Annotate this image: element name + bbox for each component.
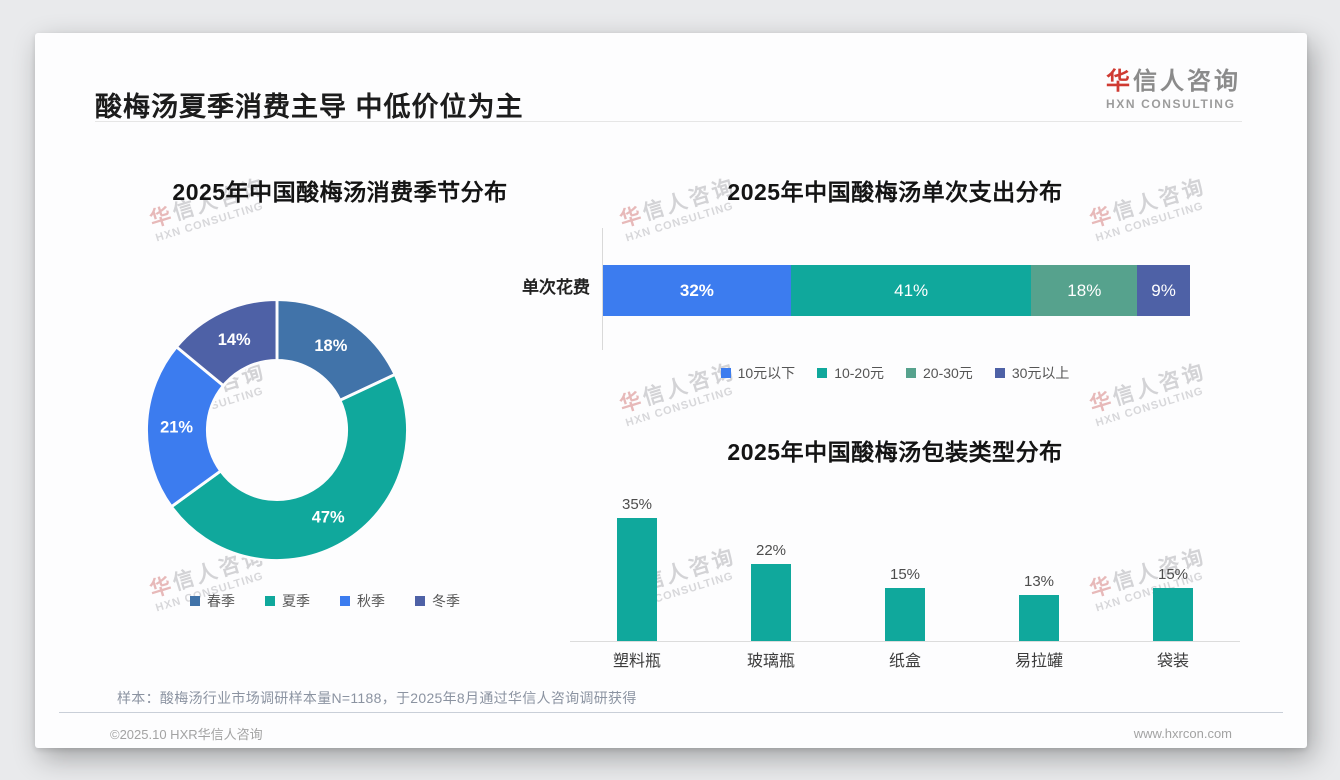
spend-chart-title: 2025年中国酸梅汤单次支出分布 (727, 179, 1063, 205)
donut-segment-label: 14% (218, 331, 251, 349)
stacked-segment-10元以下: 32% (603, 265, 791, 316)
spend-axis-line (602, 228, 603, 350)
legend-swatch (994, 368, 1005, 378)
bar-column: 35% (570, 496, 704, 641)
bar-塑料瓶 (617, 518, 657, 641)
bar-category-label: 易拉罐 (1014, 653, 1063, 670)
footer: ©2025.10 HXR华信人咨询 www.hxrcon.com (110, 724, 1232, 743)
legend-item: 30元以上 (994, 363, 1070, 383)
logo-en: HXN CONSULTING (1106, 97, 1236, 111)
legend-swatch (415, 596, 425, 606)
legend-item: 春季 (190, 591, 235, 611)
bar-column: 15% (1106, 566, 1240, 641)
spend-legend: 10元以下 10-20元 20-30元 30元以上 (555, 363, 1235, 383)
stacked-segment-20-30元: 18% (1031, 265, 1138, 316)
bar-column: 15% (838, 566, 972, 641)
header-divider (95, 121, 1242, 122)
legend-swatch (190, 596, 200, 606)
bar-易拉罐 (1019, 595, 1059, 641)
donut-segment-秋季 (145, 344, 226, 509)
bar-category-label: 袋装 (1156, 653, 1189, 670)
bar-category-label: 塑料瓶 (612, 653, 661, 670)
season-legend: 春季 夏季 秋季 冬季 (90, 591, 560, 611)
legend-label: 10-20元 (834, 365, 884, 381)
legend-label: 冬季 (432, 593, 460, 609)
bar-玻璃瓶 (751, 564, 791, 641)
spend-stacked-bar: 32% 41% 18% 9% (603, 265, 1190, 316)
legend-swatch (906, 368, 916, 378)
bar-column: 22% (704, 542, 838, 641)
footer-website: www.hxrcon.com (1133, 726, 1232, 741)
legend-item: 20-30元 (906, 363, 973, 383)
legend-label: 20-30元 (923, 365, 973, 381)
legend-label: 30元以上 (1011, 365, 1070, 381)
bar-value-label: 22% (755, 542, 787, 559)
legend-label: 10元以下 (737, 365, 796, 381)
packaging-bar-chart: 35% 22% 15% 13% 15% (570, 481, 1240, 642)
footer-copyright: ©2025.10 HXR华信人咨询 (110, 727, 263, 742)
legend-swatch (720, 368, 731, 378)
bar-value-label: 15% (889, 566, 921, 583)
bar-value-label: 13% (1023, 573, 1055, 590)
legend-swatch (265, 596, 275, 606)
legend-item: 10元以下 (720, 363, 796, 383)
donut-segment-label: 21% (160, 419, 193, 437)
logo-cn-accent: 华 (1106, 68, 1133, 95)
donut-segment-label: 47% (312, 508, 345, 526)
donut-segment-冬季 (174, 298, 279, 388)
spend-row-label: 单次花费 (522, 278, 590, 297)
company-logo: 华信人咨询 HXN CONSULTING (1106, 61, 1241, 111)
donut-segment-夏季 (169, 372, 409, 562)
season-chart-title: 2025年中国酸梅汤消费季节分布 (172, 179, 508, 205)
season-donut-chart: 18% 47% 21% 14% (145, 298, 409, 562)
report-card: 华信人咨询 HXN CONSULTING 华信人咨询 HXN CONSULTING 华信… (35, 33, 1307, 748)
page-title: 酸梅汤夏季消费主导 中低价位为主 (95, 92, 524, 122)
legend-swatch (817, 368, 828, 378)
legend-item: 冬季 (415, 591, 460, 611)
packaging-chart-title: 2025年中国酸梅汤包装类型分布 (727, 439, 1063, 465)
legend-item: 夏季 (265, 591, 310, 611)
bar-纸盒 (885, 588, 925, 641)
packaging-category-labels: 塑料瓶 玻璃瓶 纸盒 易拉罐 袋装 (570, 647, 1240, 671)
stacked-segment-10-20元: 41% (790, 265, 1032, 316)
footer-divider (59, 712, 1283, 713)
donut-segment-label: 18% (314, 337, 347, 355)
legend-item: 10-20元 (817, 363, 884, 383)
bar-category-label: 纸盒 (888, 653, 921, 670)
stacked-segment-30元以上: 9% (1137, 265, 1190, 316)
bar-袋装 (1153, 588, 1193, 641)
legend-label: 秋季 (357, 593, 385, 609)
legend-swatch (340, 596, 350, 606)
logo-cn-rest: 信人咨询 (1133, 68, 1241, 95)
legend-label: 夏季 (282, 593, 310, 609)
bar-value-label: 35% (621, 496, 653, 513)
legend-label: 春季 (207, 593, 235, 609)
logo-cn: 华信人咨询 (1106, 61, 1241, 96)
bar-category-label: 玻璃瓶 (746, 653, 795, 670)
bar-value-label: 15% (1157, 566, 1189, 583)
legend-item: 秋季 (340, 591, 385, 611)
sample-note: 样本：酸梅汤行业市场调研样本量N=1188，于2025年8月通过华信人咨询调研获… (117, 690, 637, 706)
bar-column: 13% (972, 573, 1106, 641)
